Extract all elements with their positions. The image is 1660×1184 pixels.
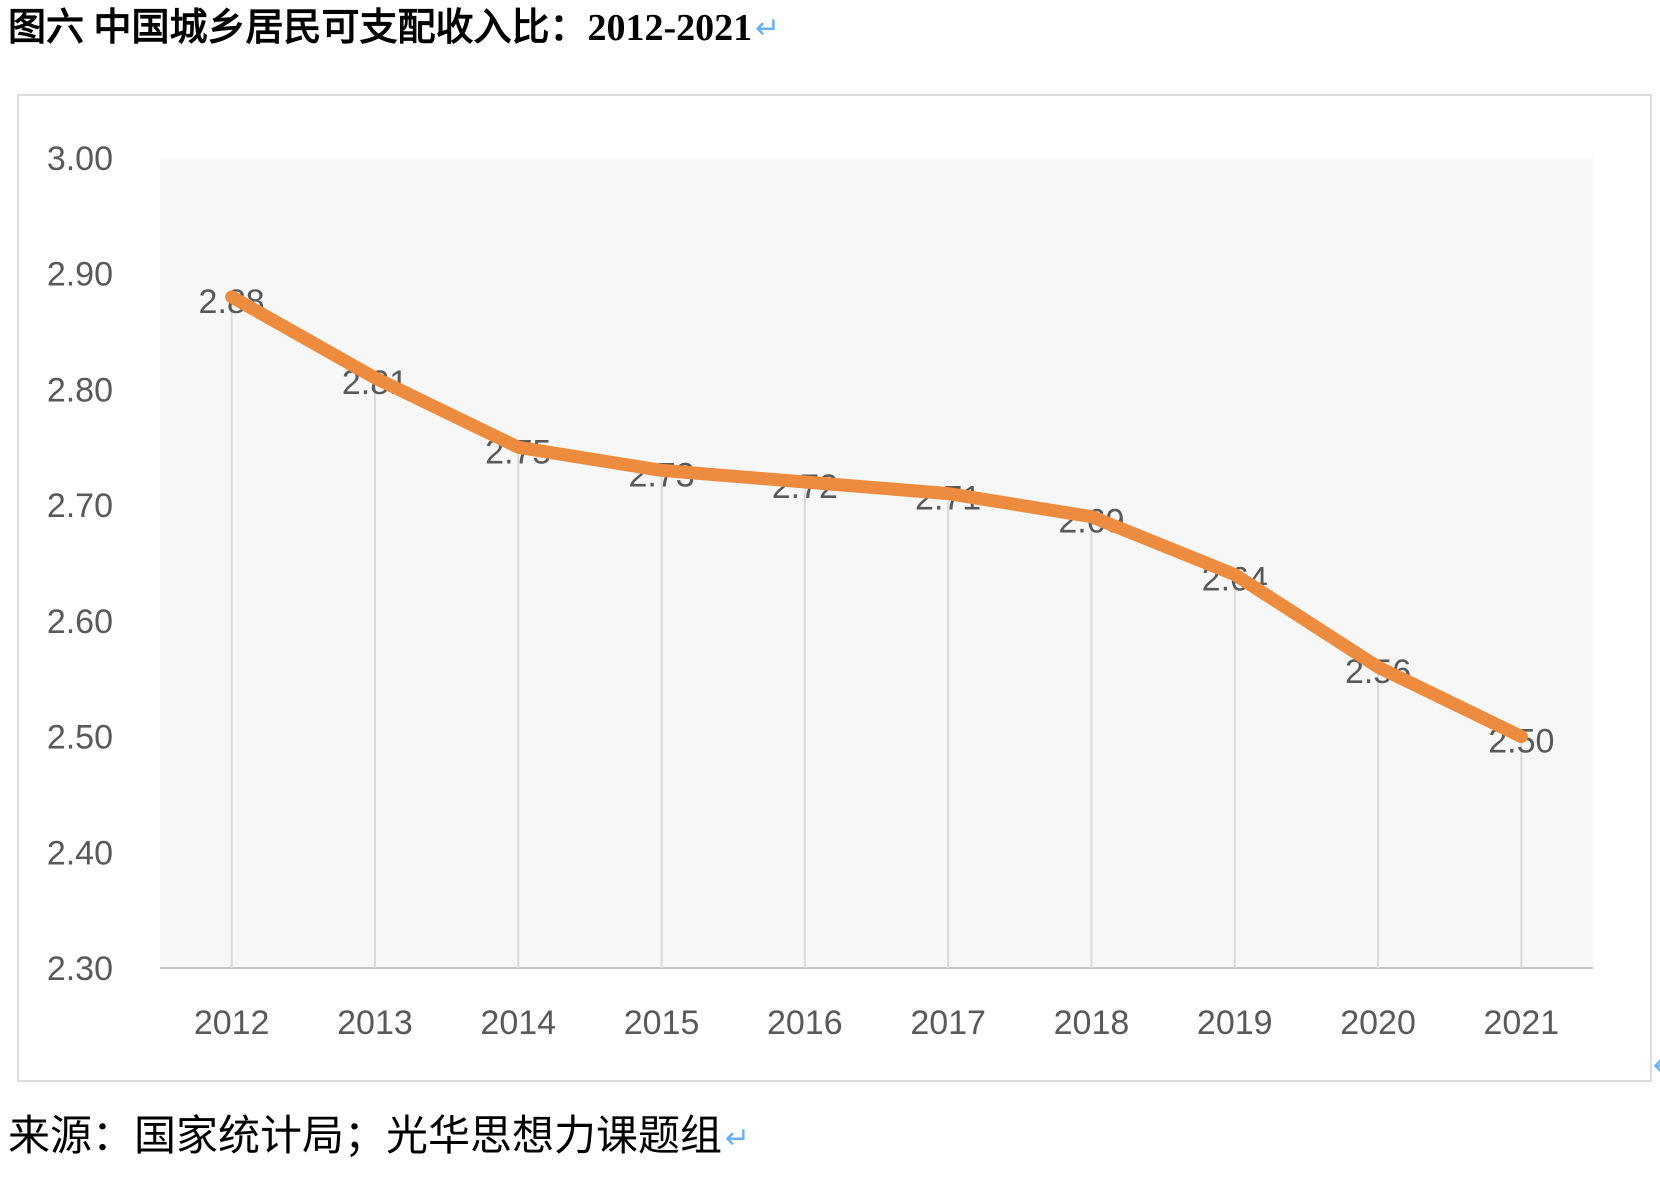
x-category-label: 2015 — [624, 1004, 700, 1042]
title-return-mark-icon: ↵ — [755, 11, 781, 46]
x-category-label: 2012 — [194, 1004, 270, 1042]
x-category-label: 2018 — [1054, 1004, 1130, 1042]
embedded-chart[interactable]: 3.00 2.90 2.80 2.70 2.60 2.50 2.40 2.30 2012 2013… — [17, 94, 1652, 1082]
plot-area — [160, 158, 1593, 968]
y-tick-label: 2.30 — [47, 950, 113, 988]
y-tick-label: 2.70 — [47, 487, 113, 525]
x-category-label: 2017 — [910, 1004, 986, 1042]
source-text: 来源：国家统计局；光华思想力课题组 — [8, 1114, 723, 1160]
y-tick-label: 2.40 — [47, 834, 113, 872]
figure-title: 图六 中国城乡居民可支配收入比：2012-2021 ↵ — [8, 0, 780, 57]
x-category-label: 2014 — [480, 1004, 556, 1042]
y-tick-label: 3.00 — [47, 140, 113, 178]
x-category-label: 2016 — [767, 1004, 843, 1042]
y-tick-label: 2.90 — [47, 256, 113, 294]
x-category-label: 2013 — [337, 1004, 413, 1042]
x-category-label: 2021 — [1484, 1004, 1560, 1042]
y-tick-label: 2.50 — [47, 719, 113, 757]
figure-title-text: 图六 中国城乡居民可支配收入比：2012-2021 — [8, 7, 753, 49]
series-line — [225, 290, 1528, 744]
chart-paragraph-return-mark-icon: ↵ — [1653, 1048, 1660, 1083]
x-category-label: 2020 — [1340, 1004, 1416, 1042]
source-line: 来源：国家统计局；光华思想力课题组 ↵ — [8, 1106, 750, 1170]
x-category-label: 2019 — [1197, 1004, 1273, 1042]
source-return-mark-icon: ↵ — [725, 1121, 751, 1156]
y-tick-label: 2.80 — [47, 371, 113, 409]
line-chart-canvas: 3.00 2.90 2.80 2.70 2.60 2.50 2.40 2.30 2012 2013… — [47, 140, 1593, 1042]
y-tick-label: 2.60 — [47, 603, 113, 641]
